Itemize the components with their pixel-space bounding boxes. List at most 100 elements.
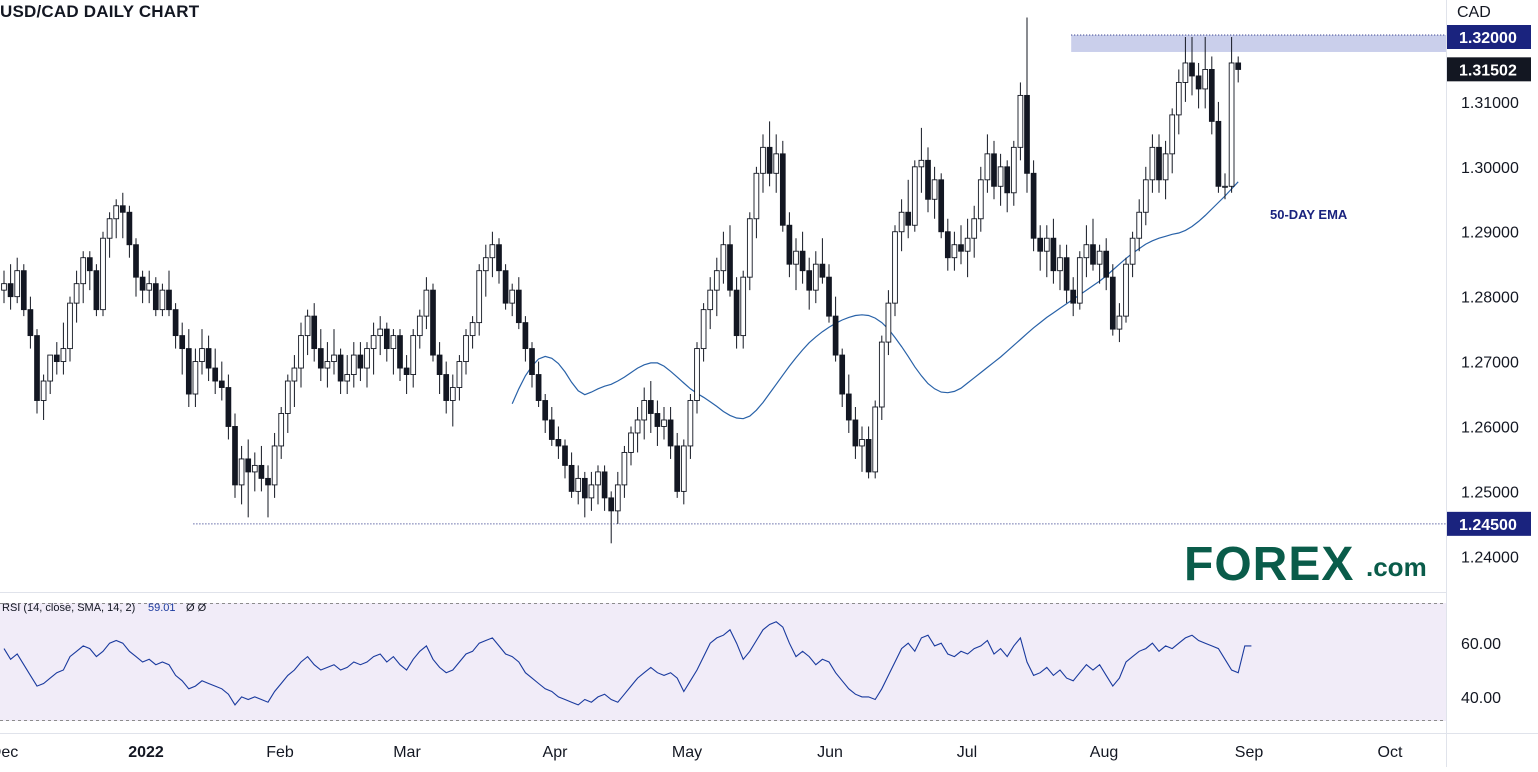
candle-body-down: [786, 224, 793, 265]
candle-body-up: [878, 341, 885, 408]
candle: [760, 134, 766, 193]
candle: [931, 166, 938, 219]
candle: [885, 290, 892, 356]
last-price-badge: 1.31502: [1459, 62, 1517, 79]
candle-body-down: [865, 439, 872, 473]
candle-body-up: [199, 348, 205, 363]
candle-body-down: [86, 257, 93, 272]
candle: [1063, 244, 1070, 304]
candle-body-up: [892, 231, 898, 304]
candle-body-up: [872, 406, 879, 473]
candle-body-up: [760, 146, 766, 174]
candle-body-down: [53, 354, 60, 363]
candle-body-down: [654, 413, 661, 427]
support-price-badge-bg: [1447, 511, 1531, 536]
candle-body-up: [746, 218, 753, 278]
candle: [793, 238, 799, 291]
candle: [595, 465, 601, 505]
candle: [707, 277, 714, 330]
candle-body-down: [218, 380, 225, 388]
candle-body-up: [410, 335, 417, 375]
candle-body-up: [707, 289, 714, 311]
candle: [436, 342, 443, 395]
candle-body-down: [568, 464, 575, 492]
candle-body-up: [964, 237, 971, 252]
candle-body-up: [1228, 62, 1235, 187]
candle-body-down: [674, 445, 681, 492]
candle-body-down: [205, 348, 212, 369]
candle: [740, 270, 747, 349]
candle: [1004, 160, 1011, 213]
candle-body-down: [1103, 250, 1110, 278]
candle: [476, 264, 483, 336]
candle-body-down: [430, 289, 436, 356]
candle-body-down: [905, 211, 912, 226]
candle: [938, 173, 945, 239]
candle: [1083, 225, 1090, 278]
candle: [34, 329, 40, 414]
candle: [733, 277, 740, 349]
candle-body-down: [529, 348, 535, 375]
candle-body-up: [634, 419, 641, 434]
candle-body-up: [423, 289, 430, 317]
candle-body-up: [278, 413, 285, 447]
candle-body-down: [515, 289, 522, 324]
candle: [1057, 244, 1063, 291]
candle-body-up: [344, 374, 351, 382]
candle-body-up: [588, 484, 595, 499]
candle-body-up: [1083, 244, 1090, 259]
candle: [925, 147, 931, 213]
candle: [331, 329, 337, 375]
candle: [1043, 225, 1050, 278]
candle: [628, 426, 634, 466]
ema-label: 50-DAY EMA: [1270, 207, 1348, 222]
candle-body-down: [1030, 172, 1037, 239]
chart-title: USD/CAD DAILY CHART: [0, 2, 200, 21]
candle: [383, 322, 390, 362]
candle: [588, 471, 595, 511]
candle: [126, 205, 133, 258]
price-tick-label: 1.25000: [1461, 484, 1519, 501]
candle-body-up: [793, 250, 799, 265]
candle: [1149, 134, 1156, 193]
candle-body-down: [403, 367, 410, 375]
candle: [819, 238, 826, 284]
candle: [20, 264, 27, 317]
candle-body-down: [1024, 94, 1030, 174]
candle: [509, 283, 516, 317]
candle: [469, 316, 476, 349]
price-tick-label: 1.26000: [1461, 419, 1519, 436]
candle: [667, 407, 674, 459]
candle: [951, 231, 958, 271]
candle: [304, 309, 311, 356]
candle-body-up: [687, 400, 694, 447]
candle-body-up: [370, 335, 377, 350]
candle: [687, 394, 694, 459]
candle: [1116, 303, 1123, 343]
candle: [179, 322, 186, 375]
candle-body-down: [1195, 75, 1202, 90]
candle: [139, 270, 146, 304]
candle-body-down: [139, 276, 146, 291]
candle: [746, 212, 753, 291]
candle: [727, 225, 733, 297]
candle: [1090, 218, 1096, 271]
candle-body-down: [185, 348, 192, 395]
candle: [555, 426, 562, 459]
candle-body-down: [958, 244, 964, 252]
candle-body-down: [839, 354, 846, 395]
candle: [872, 400, 879, 479]
candle: [397, 329, 403, 382]
candle-body-up: [1076, 257, 1083, 304]
candle: [964, 218, 971, 278]
candle: [720, 231, 727, 284]
candle: [700, 303, 707, 362]
candle: [364, 342, 370, 388]
candle: [133, 238, 139, 297]
candle-body-up: [291, 367, 298, 382]
candle-body-up: [73, 283, 80, 304]
candle: [562, 439, 568, 479]
candle-body-down: [1070, 289, 1077, 304]
price-tick-label: 1.29000: [1461, 225, 1519, 242]
